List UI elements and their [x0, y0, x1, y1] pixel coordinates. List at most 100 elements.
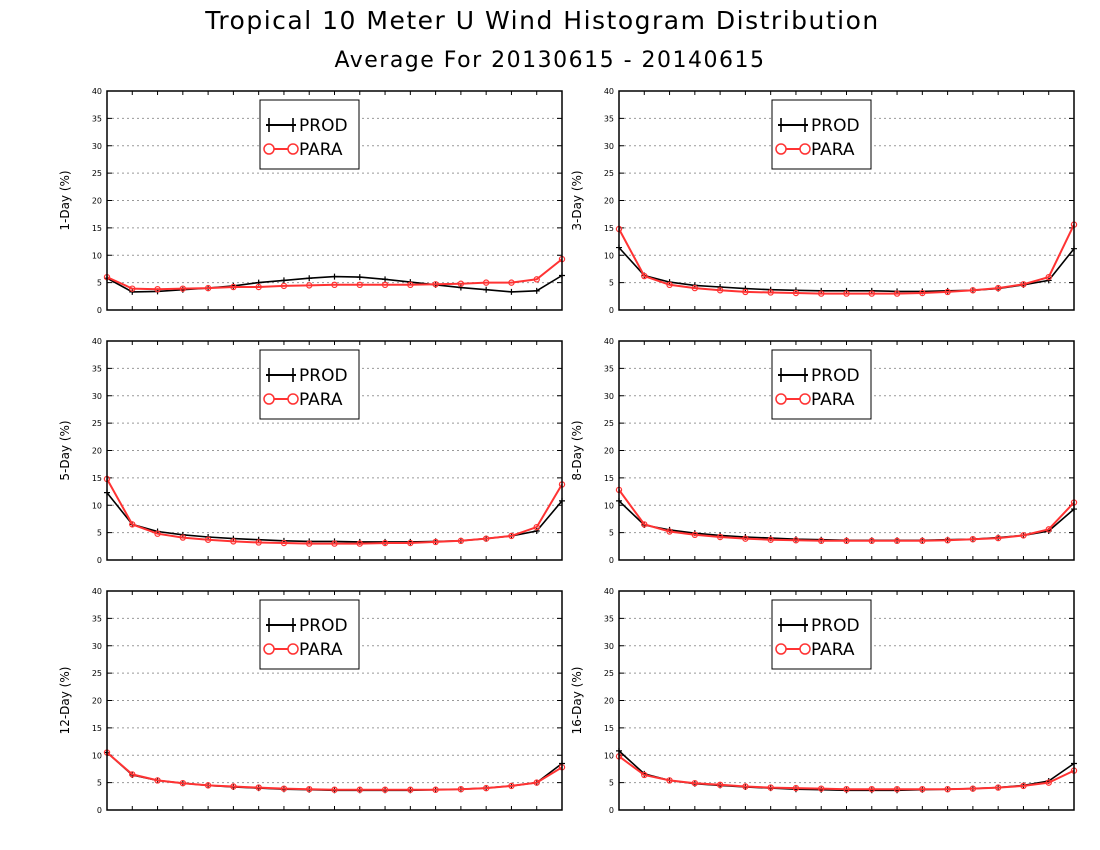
point-para — [280, 539, 288, 547]
point-para — [331, 786, 338, 793]
point-para — [716, 533, 724, 541]
chart-panel-4: 0 5 10 15 20 25 30 35 40 8-Day (%) PROD PARA — [570, 337, 1078, 565]
y-tick-label: 20 — [92, 697, 102, 706]
series-line-prod — [106, 751, 563, 792]
point-para — [919, 289, 926, 297]
point-para — [230, 538, 237, 545]
point-para — [1045, 779, 1052, 786]
page-title: Tropical 10 Meter U Wind Histogram Distr… — [205, 6, 880, 35]
point-para — [818, 785, 825, 792]
point-para — [432, 786, 439, 793]
y-tick-label: 35 — [604, 364, 614, 373]
plot-frame — [106, 340, 563, 561]
y-tick-label: 15 — [604, 724, 614, 733]
point-prod — [1045, 277, 1052, 284]
legend-label-para: PARA — [811, 390, 855, 410]
series-para — [103, 255, 566, 293]
legend-marker-circle — [263, 643, 275, 655]
point-para — [508, 532, 515, 540]
legend-label-prod: PROD — [299, 366, 348, 386]
point-para — [356, 281, 363, 289]
y-tick-label: 10 — [604, 501, 614, 510]
point-para — [944, 785, 951, 793]
point-para — [331, 281, 338, 289]
legend-marker-circle — [287, 393, 299, 405]
point-para — [994, 784, 1002, 791]
legend-box — [259, 599, 360, 670]
y-axis-label: 5-Day (%) — [58, 420, 72, 480]
y-axis-label: 8-Day (%) — [570, 420, 584, 480]
point-prod — [457, 284, 464, 291]
point-prod — [483, 286, 490, 293]
point-para — [969, 287, 977, 294]
point-para — [742, 783, 749, 790]
y-axis-label: 16-Day (%) — [570, 667, 584, 735]
point-para — [407, 539, 414, 547]
series-para — [615, 753, 1078, 793]
y-tick-label: 30 — [604, 392, 614, 401]
point-para — [792, 537, 800, 544]
point-para — [381, 281, 389, 289]
legend-label-para: PARA — [299, 640, 343, 660]
point-para — [533, 276, 540, 283]
legend-label-prod: PROD — [811, 116, 860, 136]
y-tick-label: 35 — [92, 614, 102, 623]
chart-panel-6: 0 5 10 15 20 25 30 35 40 16-Day (%) PROD PARA — [570, 587, 1078, 815]
point-para — [179, 285, 187, 292]
point-para — [204, 782, 212, 789]
point-para — [482, 535, 490, 542]
y-tick-label: 0 — [97, 306, 102, 315]
y-tick-label: 25 — [92, 669, 102, 678]
y-axis-label: 12-Day (%) — [58, 667, 72, 735]
page-subtitle: Average For 20130615 - 20140615 — [334, 48, 766, 73]
series-line-para — [618, 755, 1075, 791]
series-line-para — [106, 258, 563, 291]
y-tick-label: 35 — [604, 614, 614, 623]
point-para — [356, 786, 363, 793]
legend-marker-circle — [775, 143, 787, 155]
series-line-para — [106, 478, 563, 545]
point-para — [381, 539, 389, 547]
point-para — [306, 540, 313, 547]
y-tick-label: 10 — [92, 751, 102, 760]
chart-panel-3: 0 5 10 15 20 25 30 35 40 5-Day (%) PROD PARA — [58, 337, 566, 565]
y-tick-label: 35 — [92, 114, 102, 123]
y-tick-label: 30 — [92, 642, 102, 651]
series-para — [103, 475, 566, 547]
y-axis-label: 3-Day (%) — [570, 170, 584, 230]
point-para — [994, 284, 1002, 292]
point-para — [742, 288, 749, 296]
plot-frame — [618, 340, 1075, 561]
legend-label-prod: PROD — [299, 116, 348, 136]
point-para — [1045, 526, 1052, 533]
point-para — [533, 523, 540, 531]
series-line-prod — [106, 492, 563, 543]
point-para — [204, 536, 212, 543]
legend-label-para: PARA — [811, 140, 855, 160]
y-tick-label: 5 — [609, 779, 614, 788]
point-para — [767, 784, 774, 791]
point-para — [255, 283, 262, 291]
point-para — [381, 786, 389, 793]
point-para — [129, 521, 136, 528]
point-para — [230, 283, 237, 291]
point-para — [893, 785, 901, 793]
series-line-para — [106, 751, 563, 791]
y-tick-label: 40 — [92, 87, 102, 96]
point-para — [204, 284, 212, 292]
point-para — [969, 535, 977, 543]
y-tick-label: 40 — [604, 337, 614, 346]
legend-box — [771, 349, 872, 420]
y-tick-label: 15 — [604, 474, 614, 483]
chart-panel-2: 0 5 10 15 20 25 30 35 40 3-Day (%) PROD PARA — [570, 87, 1078, 315]
point-para — [255, 784, 262, 791]
point-para — [944, 288, 951, 296]
y-tick-label: 40 — [604, 87, 614, 96]
point-para — [306, 282, 313, 289]
y-tick-label: 30 — [604, 142, 614, 151]
series-line-para — [618, 224, 1075, 295]
plot-frame — [106, 90, 563, 311]
point-para — [767, 536, 774, 543]
y-axis-label: 1-Day (%) — [58, 170, 72, 230]
